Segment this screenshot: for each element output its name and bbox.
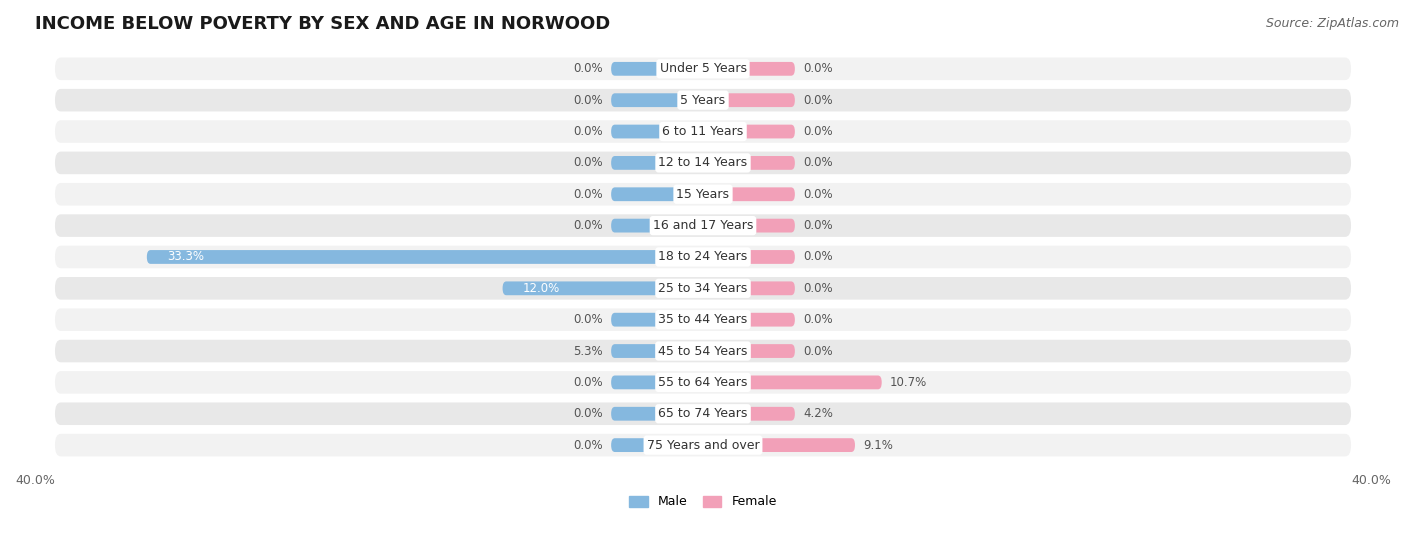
Text: 12 to 14 Years: 12 to 14 Years: [658, 156, 748, 170]
FancyBboxPatch shape: [703, 407, 794, 421]
Text: 18 to 24 Years: 18 to 24 Years: [658, 251, 748, 263]
FancyBboxPatch shape: [146, 250, 703, 264]
FancyBboxPatch shape: [612, 313, 703, 326]
FancyBboxPatch shape: [55, 309, 1351, 331]
FancyBboxPatch shape: [703, 281, 794, 295]
Text: 0.0%: 0.0%: [803, 313, 832, 326]
Text: 4.2%: 4.2%: [803, 407, 834, 420]
FancyBboxPatch shape: [703, 156, 794, 170]
FancyBboxPatch shape: [55, 152, 1351, 174]
Text: 10.7%: 10.7%: [890, 376, 928, 389]
Text: 0.0%: 0.0%: [574, 219, 603, 232]
Text: INCOME BELOW POVERTY BY SEX AND AGE IN NORWOOD: INCOME BELOW POVERTY BY SEX AND AGE IN N…: [35, 15, 610, 33]
FancyBboxPatch shape: [55, 371, 1351, 394]
FancyBboxPatch shape: [612, 93, 703, 107]
FancyBboxPatch shape: [703, 187, 794, 201]
FancyBboxPatch shape: [612, 438, 703, 452]
FancyBboxPatch shape: [502, 281, 703, 295]
FancyBboxPatch shape: [703, 438, 855, 452]
Text: 45 to 54 Years: 45 to 54 Years: [658, 344, 748, 358]
FancyBboxPatch shape: [612, 62, 703, 76]
Text: 0.0%: 0.0%: [803, 62, 832, 75]
FancyBboxPatch shape: [703, 376, 882, 389]
FancyBboxPatch shape: [612, 219, 703, 233]
FancyBboxPatch shape: [55, 277, 1351, 300]
Text: 0.0%: 0.0%: [574, 407, 603, 420]
FancyBboxPatch shape: [55, 214, 1351, 237]
Text: 0.0%: 0.0%: [803, 187, 832, 201]
Legend: Male, Female: Male, Female: [624, 490, 782, 513]
FancyBboxPatch shape: [612, 344, 703, 358]
Text: 0.0%: 0.0%: [574, 62, 603, 75]
Text: 6 to 11 Years: 6 to 11 Years: [662, 125, 744, 138]
FancyBboxPatch shape: [612, 187, 703, 201]
Text: 0.0%: 0.0%: [803, 344, 832, 358]
Text: Source: ZipAtlas.com: Source: ZipAtlas.com: [1265, 17, 1399, 30]
Text: 0.0%: 0.0%: [574, 94, 603, 107]
Text: 0.0%: 0.0%: [803, 125, 832, 138]
FancyBboxPatch shape: [55, 434, 1351, 456]
Text: 0.0%: 0.0%: [574, 313, 603, 326]
Text: 5.3%: 5.3%: [574, 344, 603, 358]
Text: 65 to 74 Years: 65 to 74 Years: [658, 407, 748, 420]
FancyBboxPatch shape: [612, 407, 703, 421]
FancyBboxPatch shape: [703, 93, 794, 107]
Text: 55 to 64 Years: 55 to 64 Years: [658, 376, 748, 389]
Text: 15 Years: 15 Years: [676, 187, 730, 201]
Text: 0.0%: 0.0%: [803, 219, 832, 232]
FancyBboxPatch shape: [703, 124, 794, 138]
FancyBboxPatch shape: [55, 340, 1351, 362]
FancyBboxPatch shape: [703, 313, 794, 326]
Text: 0.0%: 0.0%: [574, 376, 603, 389]
Text: 16 and 17 Years: 16 and 17 Years: [652, 219, 754, 232]
FancyBboxPatch shape: [612, 156, 703, 170]
Text: 25 to 34 Years: 25 to 34 Years: [658, 282, 748, 295]
Text: 0.0%: 0.0%: [574, 439, 603, 451]
FancyBboxPatch shape: [703, 344, 794, 358]
FancyBboxPatch shape: [612, 124, 703, 138]
Text: 35 to 44 Years: 35 to 44 Years: [658, 313, 748, 326]
FancyBboxPatch shape: [55, 402, 1351, 425]
Text: 0.0%: 0.0%: [574, 187, 603, 201]
Text: 0.0%: 0.0%: [574, 125, 603, 138]
FancyBboxPatch shape: [55, 89, 1351, 112]
FancyBboxPatch shape: [55, 57, 1351, 80]
Text: 0.0%: 0.0%: [803, 156, 832, 170]
FancyBboxPatch shape: [612, 376, 703, 389]
FancyBboxPatch shape: [55, 121, 1351, 143]
FancyBboxPatch shape: [703, 62, 794, 76]
Text: 0.0%: 0.0%: [803, 94, 832, 107]
Text: 75 Years and over: 75 Years and over: [647, 439, 759, 451]
FancyBboxPatch shape: [55, 246, 1351, 268]
Text: 0.0%: 0.0%: [803, 282, 832, 295]
Text: 9.1%: 9.1%: [863, 439, 893, 451]
FancyBboxPatch shape: [703, 219, 794, 233]
Text: 33.3%: 33.3%: [167, 251, 204, 263]
Text: 12.0%: 12.0%: [523, 282, 560, 295]
FancyBboxPatch shape: [703, 250, 794, 264]
Text: 0.0%: 0.0%: [574, 156, 603, 170]
FancyBboxPatch shape: [55, 183, 1351, 205]
Text: Under 5 Years: Under 5 Years: [659, 62, 747, 75]
Text: 5 Years: 5 Years: [681, 94, 725, 107]
Text: 0.0%: 0.0%: [803, 251, 832, 263]
